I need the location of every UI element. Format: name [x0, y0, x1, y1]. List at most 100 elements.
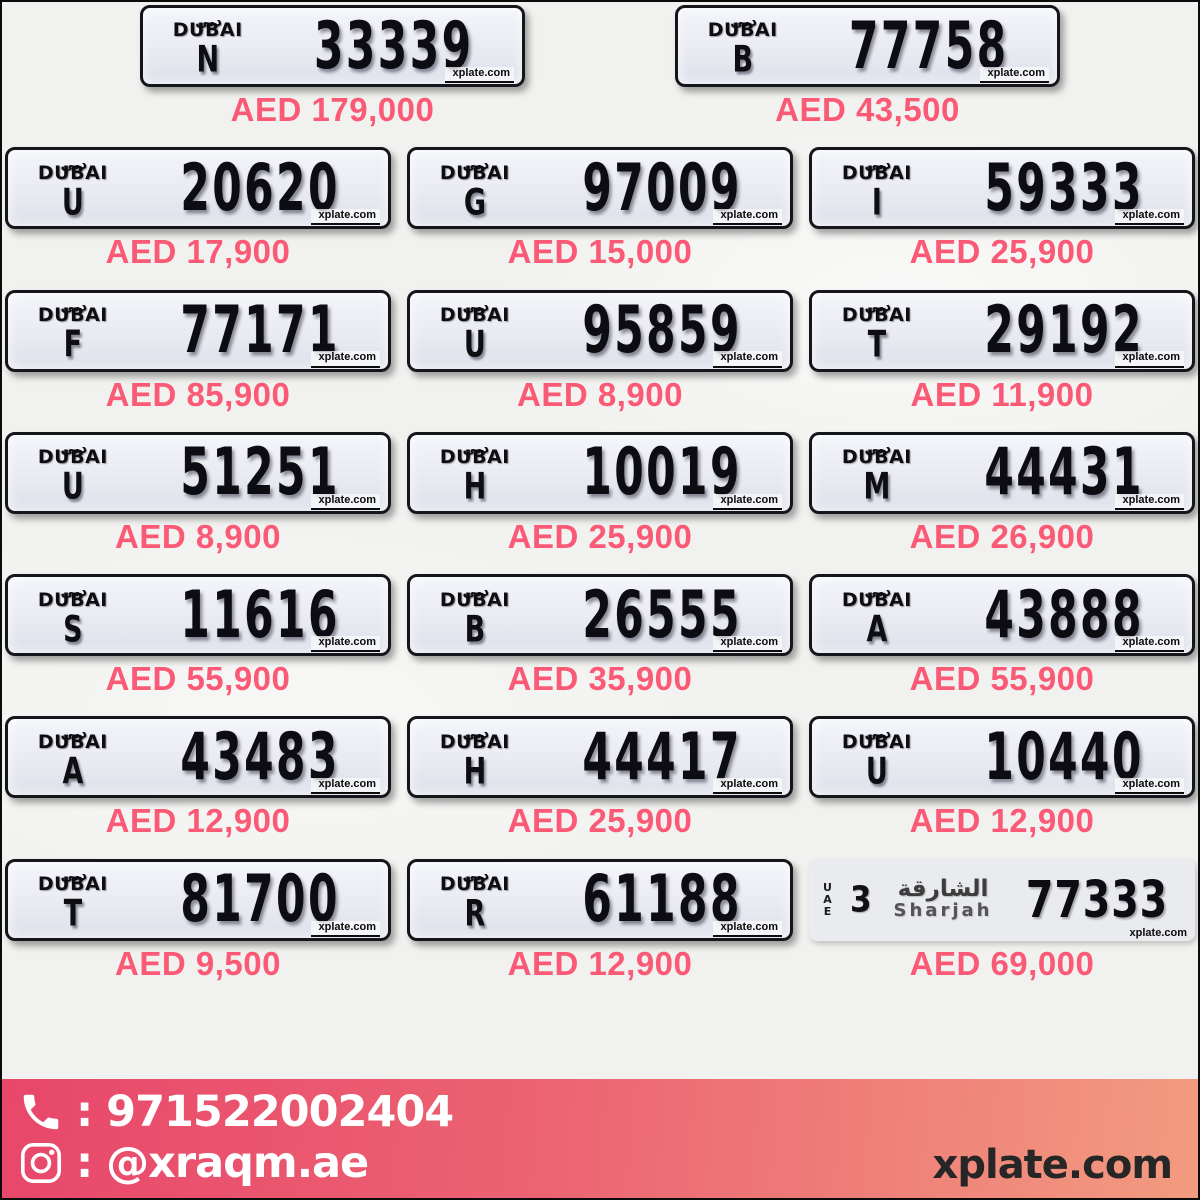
- xplate-watermark: xplate.com: [712, 351, 782, 368]
- plate-listing: DUBAI دبي M 44431 xplate.com AED 26,900: [809, 431, 1195, 555]
- plate-letter-code: U: [61, 466, 84, 509]
- dubai-logo-latin: DUBAI: [841, 588, 912, 611]
- sharjah-license-plate: U A E 3 الشارقة Sharjah 77333 xplate.com: [809, 858, 1195, 941]
- dubai-logo-latin: DUBAI: [841, 730, 912, 753]
- plate-letter-code: H: [463, 466, 487, 509]
- dubai-logo: DUBAI دبي: [38, 300, 108, 325]
- dubai-logo: DUBAI دبي: [38, 869, 108, 894]
- license-plate: DUBAI دبي U 20620 xplate.com: [5, 147, 391, 230]
- uae-letter: A: [823, 892, 832, 906]
- plate-listing: DUBAI دبي U 10440 xplate.com AED 12,900: [809, 716, 1195, 839]
- plate-letter-code: T: [867, 324, 887, 367]
- license-plate: DUBAI دبي I 59333 xplate.com: [809, 147, 1195, 230]
- dubai-logo-arabic: دبي: [60, 441, 88, 458]
- license-plate: DUBAI دبي T 81700 xplate.com: [5, 858, 391, 941]
- price-label: AED 179,000: [230, 91, 435, 128]
- plate-letter-code: A: [62, 751, 84, 793]
- plate-left-block: DUBAI دبي H: [410, 442, 534, 507]
- dubai-logo-latin: DUBAI: [172, 19, 243, 42]
- license-plate: DUBAI دبي H 44417 xplate.com: [407, 716, 793, 799]
- sharjah-name-arabic: الشارقة: [897, 875, 989, 902]
- plate-left-block: DUBAI دبي G: [410, 158, 534, 223]
- dubai-logo: DUBAI دبي: [707, 15, 778, 42]
- dubai-logo-latin: DUBAI: [707, 19, 778, 42]
- plate-listing: U A E 3 الشارقة Sharjah 77333 xplate.com…: [809, 858, 1195, 982]
- plate-row: DUBAI دبي U 51251 xplate.com AED 8,900 DU…: [2, 431, 1198, 555]
- price-label: AED 8,900: [115, 517, 281, 555]
- xplate-watermark: xplate.com: [310, 920, 380, 937]
- plate-row-featured: DUBAI دبي N 33339 xplate.com AED 179,000 …: [2, 2, 1198, 128]
- price-label: AED 12,900: [909, 802, 1095, 840]
- plate-letter-code: B: [464, 608, 486, 651]
- xplate-watermark: xplate.com: [1114, 209, 1184, 226]
- plate-listing: DUBAI دبي T 29192 xplate.com AED 11,900: [809, 289, 1195, 413]
- price-label: AED 85,900: [105, 375, 291, 413]
- license-plate: DUBAI دبي B 77758 xplate.com: [675, 5, 1060, 87]
- plate-left-block: DUBAI دبي F: [8, 300, 132, 365]
- dubai-logo: DUBAI دبي: [37, 442, 108, 469]
- price-label: AED 35,900: [507, 660, 693, 698]
- plate-left-block: DUBAI دبي T: [8, 869, 132, 934]
- dubai-logo-latin: DUBAI: [439, 730, 510, 753]
- xplate-watermark: xplate.com: [1114, 636, 1184, 653]
- dubai-logo: DUBAI دبي: [440, 300, 510, 325]
- plate-classification-number: 3: [849, 879, 872, 921]
- uae-vertical-label: U A E: [823, 881, 832, 918]
- plate-letter-code: R: [464, 893, 486, 936]
- dubai-logo: DUBAI دبي: [841, 158, 912, 184]
- price-label: AED 8,900: [517, 375, 683, 413]
- plate-listing: DUBAI دبي F 77171 xplate.com AED 85,900: [5, 289, 391, 413]
- dubai-logo: DUBAI دبي: [440, 442, 510, 467]
- price-label: AED 12,900: [105, 802, 291, 840]
- plate-row: DUBAI دبي T 81700 xplate.com AED 9,500 DU…: [2, 858, 1198, 982]
- dubai-logo-arabic: دبي: [864, 725, 892, 742]
- dubai-logo-arabic: دبي: [60, 298, 88, 315]
- dubai-logo-arabic: دبي: [462, 725, 490, 742]
- dubai-logo-arabic: دبي: [462, 868, 490, 885]
- xplate-watermark: xplate.com: [1114, 778, 1184, 795]
- plate-letter-code: I: [871, 181, 882, 224]
- xplate-watermark: xplate.com: [310, 636, 380, 653]
- plate-letter-code: F: [63, 324, 83, 367]
- plate-listing: DUBAI دبي H 10019 xplate.com AED 25,900: [407, 431, 793, 555]
- plate-letter-code: A: [866, 608, 888, 651]
- dubai-logo: DUBAI دبي: [440, 158, 510, 183]
- dubai-logo-arabic: دبي: [730, 14, 757, 31]
- dubai-logo-arabic: دبي: [462, 156, 490, 173]
- plate-letter-code: S: [63, 608, 83, 651]
- plate-left-block: DUBAI دبي A: [812, 585, 936, 650]
- price-label: AED 55,900: [105, 660, 291, 698]
- dubai-logo: DUBAI دبي: [38, 585, 108, 610]
- xplate-watermark: xplate.com: [444, 66, 514, 83]
- price-label: AED 69,000: [909, 944, 1095, 982]
- xplate-watermark: xplate.com: [712, 209, 782, 226]
- plate-letter-code: G: [463, 181, 486, 224]
- plate-letter-code: M: [863, 466, 891, 509]
- xplate-watermark: xplate.com: [1114, 493, 1184, 510]
- plate-letter-code: B: [732, 39, 754, 82]
- dubai-logo-latin: DUBAI: [841, 161, 912, 184]
- dubai-logo-latin: DUBAI: [841, 303, 912, 326]
- license-plate: DUBAI دبي S 11616 xplate.com: [5, 574, 391, 657]
- plate-row: DUBAI دبي A 43483 xplate.com AED 12,900 D…: [2, 716, 1198, 839]
- license-plate: DUBAI دبي B 26555 xplate.com: [407, 574, 793, 657]
- plate-left-block: DUBAI دبي R: [410, 869, 534, 934]
- dubai-logo-arabic: دبي: [462, 298, 490, 315]
- xplate-watermark: xplate.com: [310, 493, 380, 510]
- plate-listing: DUBAI دبي G 97009 xplate.com AED 15,000: [407, 147, 793, 270]
- dubai-logo-latin: DUBAI: [37, 446, 108, 469]
- price-label: AED 25,900: [507, 802, 693, 840]
- sharjah-name-latin: Sharjah: [893, 899, 993, 921]
- dubai-logo-latin: DUBAI: [37, 730, 108, 753]
- dubai-logo: DUBAI دبي: [38, 158, 108, 183]
- plate-left-block: DUBAI دبي T: [812, 300, 936, 365]
- plate-listing: DUBAI دبي T 81700 xplate.com AED 9,500: [5, 858, 391, 982]
- plate-listing: DUBAI دبي U 51251 xplate.com AED 8,900: [5, 431, 391, 555]
- phone-contact-line: : 971522002404: [18, 1087, 1182, 1138]
- plate-listing: DUBAI دبي B 77758 xplate.com AED 43,500: [675, 5, 1060, 128]
- license-plate: DUBAI دبي N 33339 xplate.com: [140, 5, 525, 87]
- license-plate: DUBAI دبي R 61188 xplate.com: [407, 858, 793, 941]
- xplate-watermark: xplate.com: [310, 209, 380, 226]
- plate-listing: DUBAI دبي I 59333 xplate.com AED 25,900: [809, 147, 1195, 270]
